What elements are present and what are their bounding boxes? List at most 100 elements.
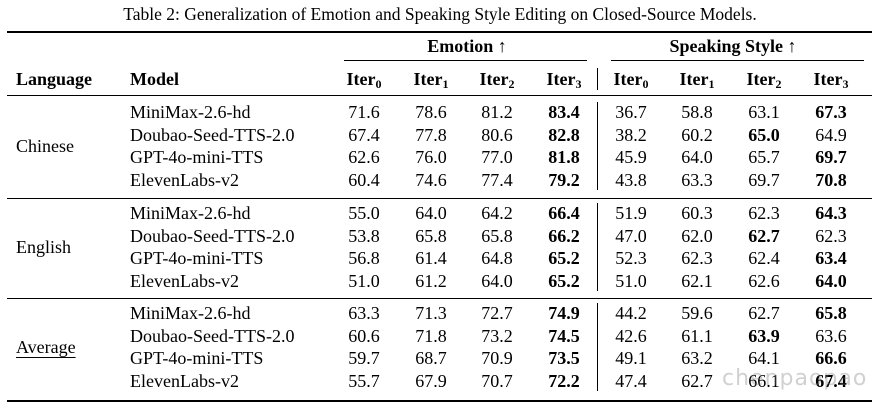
speaking-style-score-cell: 66.1 (748, 370, 780, 391)
emotion-score-cell: 72.7 (481, 303, 513, 323)
speaking-style-score-cell: 62.7 (748, 225, 780, 246)
iter-label: Iter (813, 69, 843, 89)
emotion-score-cell: 66.2 (548, 225, 580, 246)
emotion-score-cell: 83.4 (548, 102, 580, 122)
speaking-style-score-cell: 62.7 (681, 370, 713, 391)
speaking-style-score-cell: 47.0 (615, 225, 647, 246)
emotion-score-cell: 64.8 (481, 248, 513, 268)
emotion-score-cell: 63.3 (348, 303, 380, 323)
emotion-score-cell: 65.8 (415, 225, 447, 246)
model-name: Doubao-Seed-TTS-2.0 (130, 325, 295, 346)
emotion-score-cell: 74.9 (548, 303, 580, 323)
speaking-style-score-cell: 64.3 (815, 203, 847, 223)
speaking-style-score-cell: 64.0 (815, 270, 847, 291)
speaking-style-score-cell: 69.7 (748, 169, 780, 190)
speaking-style-score-cell: 62.3 (748, 203, 780, 223)
iter-subscript: 1 (708, 77, 715, 91)
speaking-style-score-cell: 42.6 (615, 325, 647, 346)
speaking-style-iter-2-header: Iter2 (747, 68, 782, 90)
emotion-score-cell: 81.2 (481, 102, 513, 122)
column-separator (597, 102, 598, 190)
speaking-style-iter-3-header: Iter3 (814, 68, 849, 90)
emotion-score-cell: 73.5 (548, 348, 580, 368)
speaking-style-score-cell: 49.1 (615, 348, 647, 368)
speaking-style-score-cell: 67.3 (815, 102, 847, 122)
speaking-style-score-cell: 70.8 (815, 169, 847, 190)
language-column-header: Language (16, 69, 93, 89)
emotion-score-cell: 60.4 (348, 169, 380, 190)
speaking-style-score-cell: 59.6 (681, 303, 713, 323)
speaking-style-score-cell: 62.6 (748, 270, 780, 291)
speaking-style-score-cell: 63.4 (815, 248, 847, 268)
speaking-style-score-cell: 61.1 (681, 325, 713, 346)
speaking-style-score-cell: 38.2 (615, 124, 647, 145)
group-separator-rule (7, 198, 872, 200)
emotion-score-cell: 55.0 (348, 203, 380, 223)
speaking-style-score-cell: 63.1 (748, 102, 780, 122)
speaking-style-score-cell: 47.4 (615, 370, 647, 391)
speaking-style-score-cell: 62.7 (748, 303, 780, 323)
speaking-style-score-cell: 51.9 (615, 203, 647, 223)
emotion-score-cell: 66.4 (548, 203, 580, 223)
emotion-score-cell: 53.8 (348, 225, 380, 246)
speaking-style-score-cell: 52.3 (615, 248, 647, 268)
emotion-score-cell: 71.8 (415, 325, 447, 346)
model-name: MiniMax-2.6-hd (130, 303, 251, 323)
header-rule (7, 95, 872, 97)
speaking-style-score-cell: 64.0 (681, 147, 713, 167)
emotion-score-cell: 76.0 (415, 147, 447, 167)
speaking-style-iter-0-header: Iter0 (614, 68, 649, 90)
emotion-iter-1-header: Iter1 (414, 68, 449, 90)
iter-label: Iter (479, 69, 509, 89)
model-name: MiniMax-2.6-hd (130, 102, 251, 122)
emotion-group-header: Emotion ↑ (427, 36, 507, 56)
speaking-style-score-cell: 51.0 (615, 270, 647, 291)
emotion-score-cell: 64.0 (415, 203, 447, 223)
top-rule (7, 31, 872, 33)
iter-subscript: 2 (775, 77, 782, 91)
speaking-style-score-cell: 62.1 (681, 270, 713, 291)
iter-label: Iter (546, 69, 576, 89)
speaking-style-score-cell: 62.4 (748, 248, 780, 268)
emotion-score-cell: 80.6 (481, 124, 513, 145)
emotion-score-cell: 77.4 (481, 169, 513, 190)
model-name: GPT-4o-mini-TTS (130, 248, 264, 268)
emotion-score-cell: 71.3 (415, 303, 447, 323)
speaking-style-score-cell: 60.3 (681, 203, 713, 223)
group-separator-rule (7, 298, 872, 300)
model-name: ElevenLabs-v2 (130, 169, 239, 190)
emotion-score-cell: 56.8 (348, 248, 380, 268)
emotion-score-cell: 71.6 (348, 102, 380, 122)
iter-label: Iter (346, 69, 376, 89)
speaking-style-score-cell: 62.3 (815, 225, 847, 246)
iter-subscript: 3 (575, 77, 582, 91)
model-name: Doubao-Seed-TTS-2.0 (130, 124, 295, 145)
speaking-style-score-cell: 64.9 (815, 124, 847, 145)
table-caption: Table 2: Generalization of Emotion and S… (123, 4, 757, 24)
model-name: GPT-4o-mini-TTS (130, 147, 264, 167)
iter-subscript: 0 (642, 77, 649, 91)
iter-label: Iter (679, 69, 709, 89)
emotion-score-cell: 55.7 (348, 370, 380, 391)
emotion-score-cell: 65.8 (481, 225, 513, 246)
emotion-score-cell: 64.0 (481, 270, 513, 291)
emotion-score-cell: 77.8 (415, 124, 447, 145)
emotion-iter-2-header: Iter2 (480, 68, 515, 90)
header-column-separator (597, 68, 598, 90)
watermark: chenpaopao (722, 366, 868, 391)
emotion-score-cell: 74.6 (415, 169, 447, 190)
iter-label: Iter (413, 69, 443, 89)
speaking-style-score-cell: 63.3 (681, 169, 713, 190)
language-label: Average (16, 336, 76, 357)
speaking-style-score-cell: 65.0 (748, 124, 780, 145)
model-name: MiniMax-2.6-hd (130, 203, 251, 223)
emotion-score-cell: 64.2 (481, 203, 513, 223)
model-name: ElevenLabs-v2 (130, 270, 239, 291)
emotion-score-cell: 51.0 (348, 270, 380, 291)
speaking-style-iter-1-header: Iter1 (680, 68, 715, 90)
speaking-style-score-cell: 43.8 (615, 169, 647, 190)
emotion-score-cell: 72.2 (548, 370, 580, 391)
iter-subscript: 1 (442, 77, 449, 91)
emotion-score-cell: 67.9 (415, 370, 447, 391)
language-label: English (16, 236, 72, 257)
